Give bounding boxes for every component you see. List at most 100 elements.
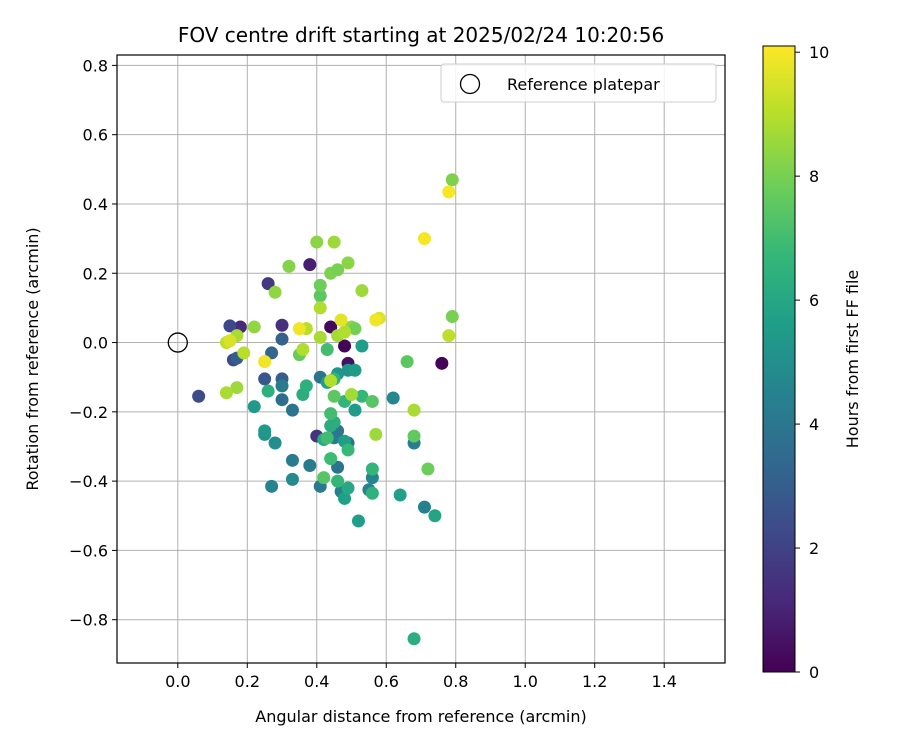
data-point — [442, 185, 456, 199]
plot-frame — [116, 54, 726, 664]
data-point — [223, 319, 237, 333]
x-tick-label: 1.4 — [651, 672, 676, 691]
data-point — [324, 374, 338, 388]
data-point — [331, 474, 345, 488]
data-point — [428, 509, 442, 523]
colorbar: 0 2 4 6 8 10 Hours from first FF file — [762, 43, 862, 682]
data-point — [258, 372, 272, 386]
data-points — [167, 173, 459, 646]
data-point — [275, 332, 289, 346]
data-point — [345, 388, 359, 402]
legend-label-reference: Reference platepar — [507, 75, 660, 94]
data-point — [348, 363, 362, 377]
data-point — [275, 379, 289, 393]
x-tick-label: 1.0 — [513, 672, 538, 691]
y-tick-label: −0.8 — [69, 611, 108, 630]
data-point — [282, 259, 296, 273]
y-tick-label: −0.2 — [69, 403, 108, 422]
data-point — [303, 258, 317, 272]
data-point — [355, 389, 369, 403]
data-point — [445, 310, 459, 324]
data-point — [365, 394, 379, 408]
data-point — [338, 325, 352, 339]
data-point — [407, 429, 421, 443]
data-point — [369, 427, 383, 441]
data-point — [223, 334, 237, 348]
data-point — [327, 389, 341, 403]
data-point — [313, 301, 327, 315]
data-point — [268, 436, 282, 450]
x-tick-label: 0.8 — [443, 672, 468, 691]
y-tick-label: 0.4 — [83, 195, 108, 214]
data-point — [393, 488, 407, 502]
colorbar-gradient — [762, 45, 796, 673]
data-point — [327, 235, 341, 249]
grid — [117, 55, 725, 663]
data-point — [247, 320, 261, 334]
data-point — [407, 632, 421, 646]
data-point — [261, 277, 275, 291]
data-point — [331, 460, 345, 474]
colorbar-tick-label: 6 — [809, 291, 819, 310]
colorbar-ticks: 0 2 4 6 8 10 — [795, 43, 829, 682]
y-tick-label: 0.0 — [83, 334, 108, 353]
colorbar-tick-label: 2 — [809, 539, 819, 558]
data-point — [230, 381, 244, 395]
legend-marker-reference — [459, 73, 481, 95]
colorbar-label: Hours from first FF file — [843, 270, 862, 449]
colorbar-tick-label: 10 — [809, 43, 829, 62]
data-point — [355, 339, 369, 353]
data-point — [386, 391, 400, 405]
y-tick-label: −0.6 — [69, 541, 108, 560]
data-point — [299, 379, 313, 393]
data-point — [313, 278, 327, 292]
colorbar-tick-label: 4 — [809, 415, 819, 434]
data-point — [265, 346, 279, 360]
data-point — [285, 453, 299, 467]
y-tick-label: −0.4 — [69, 472, 108, 491]
legend-box — [440, 63, 717, 103]
x-tick-label: 0.0 — [165, 672, 190, 691]
chart-title: FOV centre drift starting at 2025/02/24 … — [178, 23, 664, 47]
data-point — [338, 339, 352, 353]
data-point — [435, 356, 449, 370]
x-axis: 0.0 0.2 0.4 0.6 0.8 1.0 1.2 1.4 — [165, 663, 677, 691]
y-tick-label: 0.2 — [83, 264, 108, 283]
data-point — [341, 443, 355, 457]
y-tick-label: 0.8 — [83, 56, 108, 75]
legend: Reference platepar — [440, 63, 717, 103]
data-point — [331, 263, 345, 277]
data-point — [351, 514, 365, 528]
data-point — [365, 486, 379, 500]
y-axis-label: Rotation from reference (arcmin) — [23, 227, 42, 490]
data-point — [324, 320, 338, 334]
data-point — [348, 322, 362, 336]
data-point — [258, 355, 272, 369]
data-point — [324, 407, 338, 421]
data-point — [292, 322, 306, 336]
data-point — [369, 313, 383, 327]
data-point — [334, 313, 348, 327]
data-point — [320, 431, 334, 445]
data-point — [265, 479, 279, 493]
data-point — [192, 389, 206, 403]
reference-platepar-marker — [167, 332, 188, 353]
data-point — [417, 500, 431, 514]
data-point — [261, 384, 275, 398]
colorbar-tick-label: 0 — [809, 663, 819, 682]
colorbar-tick-label: 8 — [809, 167, 819, 186]
data-point — [324, 452, 338, 466]
data-point — [445, 173, 459, 187]
data-point — [310, 235, 324, 249]
data-point — [285, 403, 299, 417]
y-axis: 0.8 0.6 0.4 0.2 0.0 −0.2 −0.4 −0.6 −0.8 — [69, 56, 117, 630]
y-tick-label: 0.6 — [83, 126, 108, 145]
data-point — [313, 289, 327, 303]
x-tick-label: 1.2 — [582, 672, 607, 691]
x-tick-label: 0.2 — [235, 672, 260, 691]
x-tick-label: 0.6 — [374, 672, 399, 691]
data-point — [407, 403, 421, 417]
data-point — [338, 491, 352, 505]
data-point — [237, 346, 251, 360]
